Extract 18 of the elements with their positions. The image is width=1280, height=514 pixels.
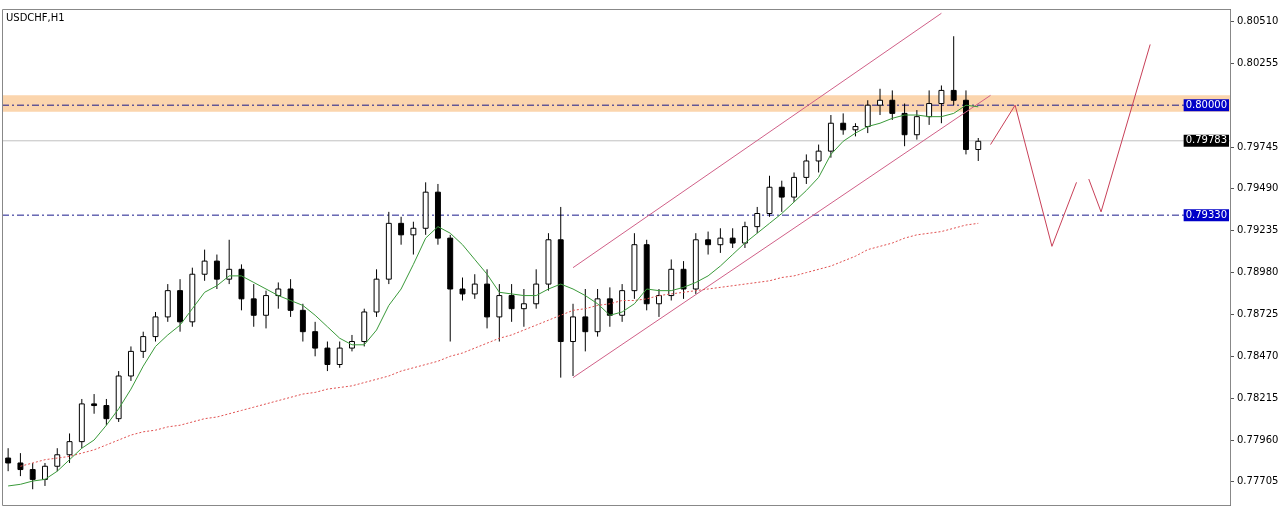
y-tick-label: 0.78980 (1237, 266, 1279, 278)
y-tick-label: 0.78470 (1237, 349, 1279, 361)
y-tick-label: 0.80510 (1237, 15, 1279, 27)
ref-line-label: 0.79330 (1185, 208, 1228, 220)
y-tick-label: 0.80255 (1237, 56, 1279, 68)
candlestick (741, 221, 748, 249)
y-tick-label: 0.77705 (1237, 475, 1279, 487)
chart-title: USDCHF,H1 (6, 11, 65, 23)
y-tick-label: 0.78725 (1237, 308, 1279, 320)
ref-line-label: 0.80000 (1185, 98, 1228, 110)
candlestick (349, 334, 355, 352)
y-tick-label: 0.78215 (1237, 391, 1279, 403)
candlestick (263, 290, 269, 329)
ref-line-label: 0.79783 (1185, 134, 1228, 146)
y-tick-label: 0.77960 (1237, 433, 1279, 445)
y-tick-label: 0.79745 (1237, 140, 1279, 152)
y-tick-label: 0.79490 (1237, 182, 1279, 194)
y-tick-label: 0.79235 (1237, 224, 1279, 236)
